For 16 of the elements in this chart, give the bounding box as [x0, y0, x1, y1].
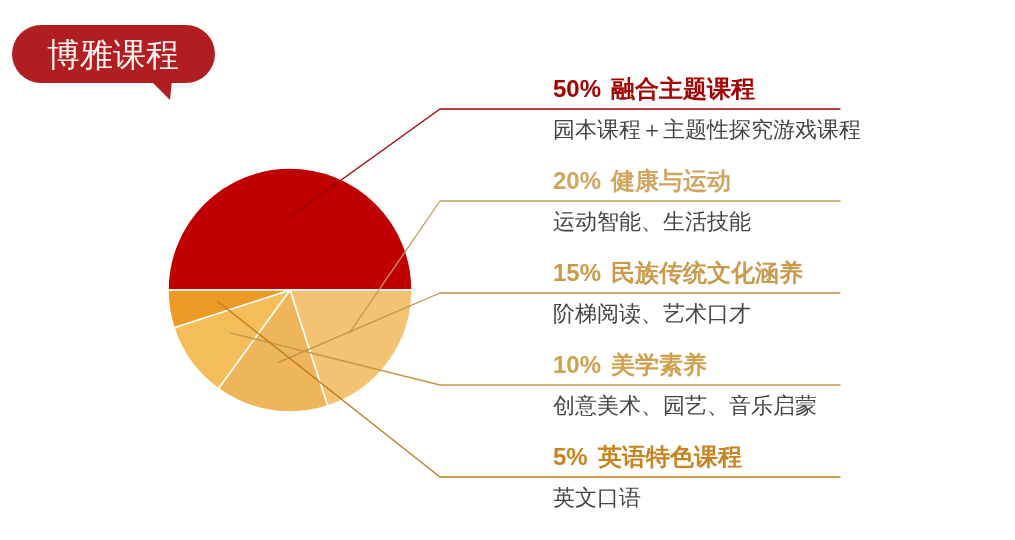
slice-label: 融合主题课程: [611, 75, 756, 102]
data-label: 15%: [553, 259, 602, 286]
slice-label: 民族传统文化涵养: [611, 259, 804, 286]
chart-title: 博雅课程: [47, 36, 179, 73]
text: 英文口语: [553, 485, 641, 510]
slice-label: 美学素养: [610, 351, 708, 378]
text: 创意美术、园艺、音乐启蒙: [553, 393, 817, 418]
slice-label: 英语特色课程: [596, 443, 742, 470]
text: 园本课程＋主题性探究游戏课程: [553, 117, 861, 142]
data-label: 10%: [553, 351, 602, 378]
data-label: 5%: [553, 443, 588, 470]
text: 运动智能、生活技能: [553, 209, 751, 234]
slice-label: 健康与运动: [610, 167, 732, 194]
data-label: 20%: [553, 167, 602, 194]
text: 阶梯阅读、艺术口才: [553, 301, 751, 326]
data-label: 50%: [553, 75, 602, 102]
